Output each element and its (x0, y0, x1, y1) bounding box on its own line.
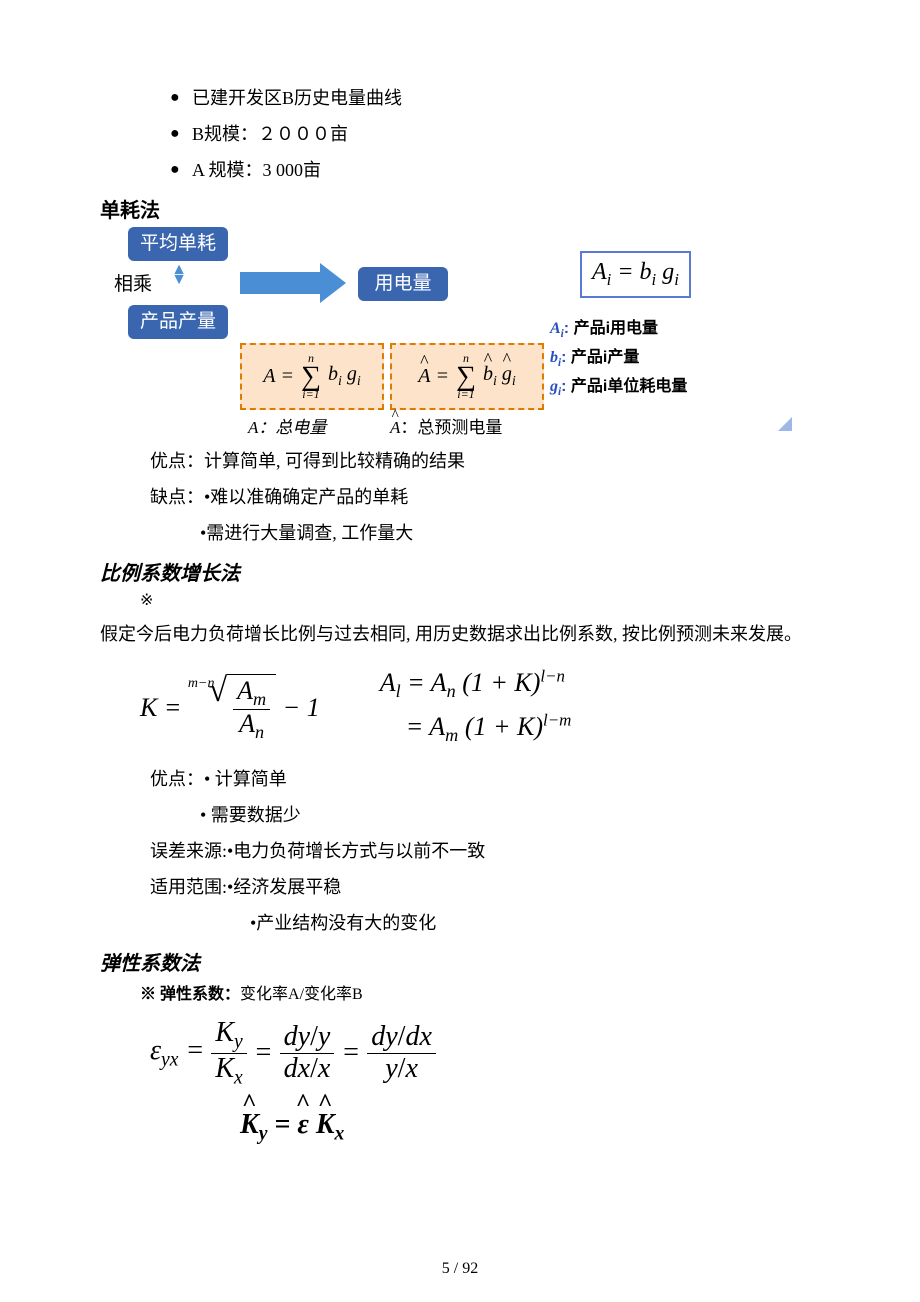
label-multiply: 相乘 (114, 269, 152, 296)
bullet-item: ● B规模：２０００亩 (170, 116, 830, 152)
s2-scope2: •产业结构没有大的变化 (250, 905, 830, 941)
formula-al: Al = An (1 + K)l−n = Am (1 + K)l−m (380, 662, 572, 751)
section-title-tanxing: 弹性系数法 (100, 947, 830, 976)
bullet-icon: ● (170, 82, 192, 114)
page: ● 已建开发区B历史电量曲线 ● B规模：２０００亩 ● A 规模：3 000亩… (0, 0, 920, 1302)
section-title-bili: 比例系数增长法 (100, 557, 830, 586)
pill-usage: 用电量 (358, 267, 448, 301)
note-symbol: ※ (140, 590, 830, 610)
text-disadvantage: 缺点：•难以准确确定产品的单耗 (150, 479, 830, 515)
formula-sum-a: A = n ∑ i=1 bi gi (240, 343, 384, 410)
caption-ahat: A：总预测电量 (390, 413, 502, 438)
formula-k-root: K = m−n √ Am An − 1 Al = An (1 + K)l−n =… (140, 662, 830, 751)
section-title-danhao: 单耗法 (100, 194, 830, 223)
danhao-diagram: 平均单耗 相乘 ▲ ▼ 产品产量 用电量 A = n ∑ i=1 bi gi (110, 227, 830, 437)
pill-output: 产品产量 (128, 305, 228, 339)
bullet-icon: ● (170, 118, 192, 150)
section2-desc: 假定今后电力负荷增长比例与过去相同, 用历史数据求出比例系数, 按比例预测未来发… (100, 616, 830, 652)
s3-note: ※ 弹性系数：变化率A/变化率B (140, 980, 830, 1004)
formula-ky-hat: Ky = ε Kx (240, 1109, 830, 1146)
s2-scope1: 适用范围:•经济发展平稳 (150, 869, 830, 905)
formula-ai: Ai = bi gi (580, 251, 691, 298)
text-advantage: 优点：计算简单, 可得到比较精确的结果 (150, 443, 830, 479)
bullet-text: B规模：２０００亩 (192, 116, 348, 152)
bullet-list: ● 已建开发区B历史电量曲线 ● B规模：２０００亩 ● A 规模：3 000亩 (170, 80, 830, 188)
text-disadvantage2: •需进行大量调查, 工作量大 (200, 515, 830, 551)
exchange-icon: ▲ ▼ (166, 265, 192, 285)
formula-sum-ahat: A = n ∑ i=1 bi gi (390, 343, 544, 410)
caption-a: A：总电量 (248, 413, 326, 438)
legend-row: bi: 产品i产量 (550, 344, 687, 373)
bullet-item: ● A 规模：3 000亩 (170, 152, 830, 188)
legend-row: gi: 产品i单位耗电量 (550, 373, 687, 402)
bullet-icon: ● (170, 154, 192, 186)
s2-adv2: • 需要数据少 (200, 797, 830, 833)
s2-err: 误差来源:•电力负荷增长方式与以前不一致 (150, 833, 830, 869)
s2-adv1: 优点：• 计算简单 (150, 761, 830, 797)
pill-avg: 平均单耗 (128, 227, 228, 261)
legend-row: Ai: 产品i用电量 (550, 315, 687, 344)
bullet-item: ● 已建开发区B历史电量曲线 (170, 80, 830, 116)
bullet-text: A 规模：3 000亩 (192, 152, 321, 188)
arrow-right-icon (240, 263, 346, 303)
page-number: 5 / 92 (0, 1260, 920, 1278)
formula-epsilon: εyx = KyKx = dy/y dx/x = dy/dx y/x (150, 1018, 830, 1089)
legend: Ai: 产品i用电量 bi: 产品i产量 gi: 产品i单位耗电量 (550, 315, 687, 403)
bullet-text: 已建开发区B历史电量曲线 (192, 80, 402, 116)
corner-icon (778, 417, 792, 431)
